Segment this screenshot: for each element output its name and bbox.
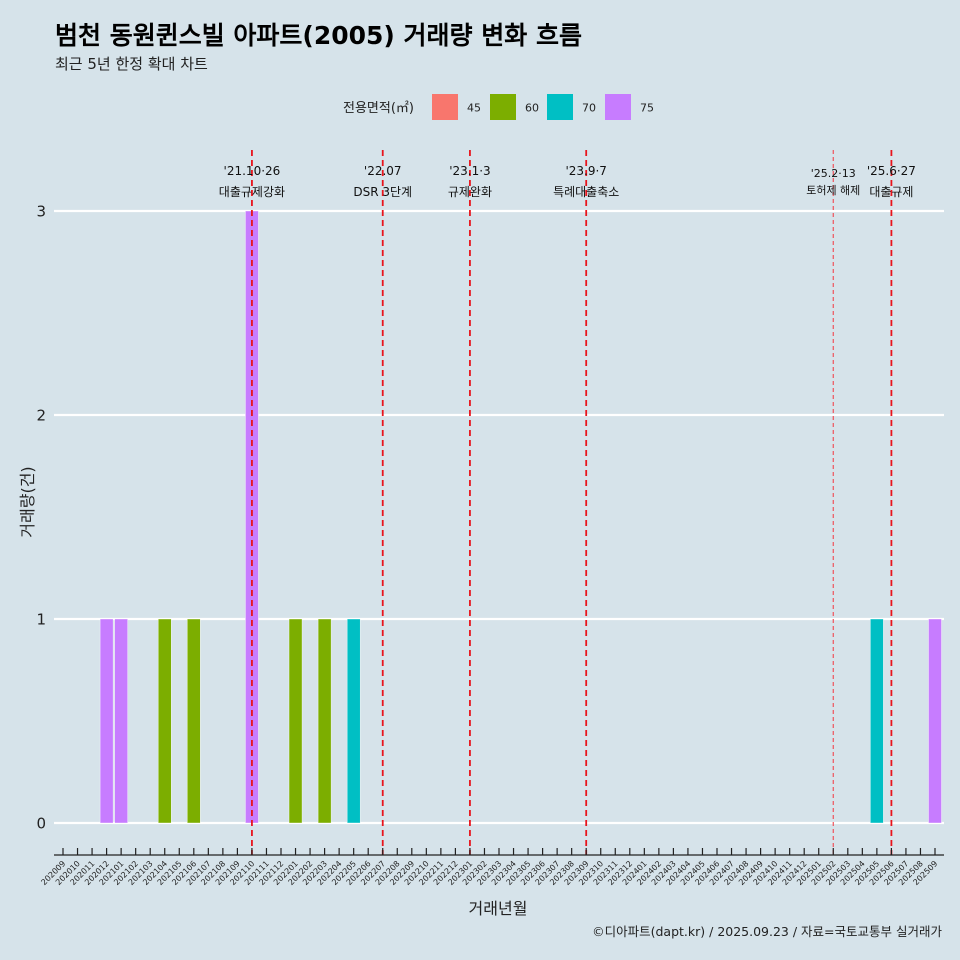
- legend: 전용면적(㎡) 45 60 70 75: [343, 94, 654, 120]
- bars: [99, 210, 942, 824]
- chart-subtitle: 최근 5년 한정 확대 차트: [55, 55, 208, 73]
- bar-202509-75: [928, 618, 942, 824]
- event-label-202207: DSR 3단계: [353, 185, 412, 199]
- bar-202201-60: [288, 618, 303, 824]
- event-date-202502: '25.2·13: [811, 167, 856, 180]
- y-tick-label: 0: [36, 815, 46, 833]
- event-label-202506: 대출규제: [869, 185, 913, 199]
- x-axis: 2020092020102020112020122021012021022021…: [39, 848, 944, 887]
- y-axis-title: 거래량(건): [18, 466, 37, 537]
- bar-202203-60: [317, 618, 332, 824]
- chart-title: 범천 동원퀸스빌 아파트(2005) 거래량 변화 흐름: [55, 21, 582, 50]
- bar-202205-70: [346, 618, 361, 824]
- legend-label-75: 75: [640, 102, 654, 115]
- legend-label-45: 45: [467, 102, 481, 115]
- gridlines: [54, 209, 944, 825]
- bar-202012-75: [99, 618, 114, 824]
- y-tick-label: 3: [36, 203, 46, 221]
- event-label-202301: 규제완화: [448, 185, 492, 199]
- legend-key-45: [432, 94, 458, 120]
- annotations: '21.10·26 대출규제강화 '22.07 DSR 3단계 '23.1·3 규제완화 '…: [219, 150, 916, 855]
- y-tick-label: 2: [36, 407, 46, 425]
- event-date-202207: '22.07: [364, 164, 402, 178]
- event-label-202502: 토허제 해제: [806, 183, 860, 197]
- bar-202106-60: [187, 618, 201, 824]
- bar-202101-75: [114, 618, 128, 824]
- y-axis-ticks: 0 1 2 3: [36, 203, 46, 833]
- event-date-202309: '23.9·7: [565, 164, 606, 178]
- bar-202505-70: [870, 618, 884, 824]
- y-tick-label: 1: [36, 611, 46, 629]
- legend-title: 전용면적(㎡): [343, 101, 414, 116]
- event-label-202110: 대출규제강화: [219, 185, 285, 199]
- legend-key-70: [547, 94, 573, 120]
- event-date-202110: '21.10·26: [224, 164, 281, 178]
- event-label-202309: 특례대출축소: [553, 185, 619, 199]
- legend-label-60: 60: [525, 102, 539, 115]
- legend-key-60: [490, 94, 516, 120]
- caption: ©디아파트(dapt.kr) / 2025.09.23 / 자료=국토교통부 실…: [592, 924, 942, 939]
- legend-label-70: 70: [582, 102, 596, 115]
- legend-key-75: [605, 94, 631, 120]
- event-date-202301: '23.1·3: [449, 164, 490, 178]
- bar-202104-60: [158, 618, 172, 824]
- x-axis-title: 거래년월: [469, 899, 528, 918]
- event-date-202506: '25.6·27: [867, 164, 916, 178]
